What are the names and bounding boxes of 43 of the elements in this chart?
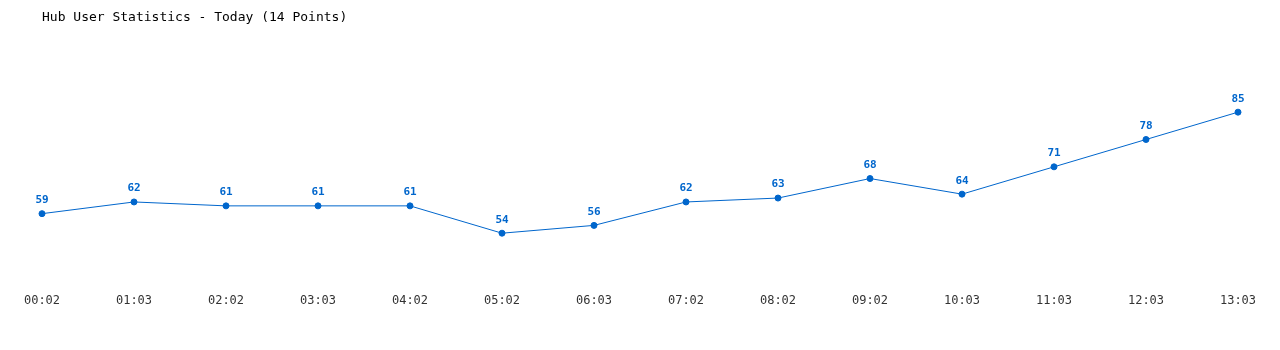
x-tick-label: 05:02: [483, 292, 521, 307]
point: [774, 194, 782, 202]
point: [958, 190, 966, 198]
x-tick-label: 00:02: [23, 292, 61, 307]
data-label: 56: [587, 204, 601, 218]
data-label: 61: [311, 185, 325, 199]
data-label: 61: [403, 185, 417, 199]
data-label: 78: [1139, 118, 1153, 132]
point: [1234, 108, 1242, 116]
point: [590, 221, 598, 229]
point: [498, 229, 506, 237]
x-tick-label: 09:02: [851, 292, 889, 307]
x-tick-label: 10:03: [943, 292, 981, 307]
x-tick-label: 03:03: [299, 292, 337, 307]
data-label: 85: [1231, 91, 1245, 105]
point: [222, 202, 230, 210]
x-tick-label: 06:03: [575, 292, 613, 307]
data-label: 54: [495, 212, 509, 226]
x-tick-label: 02:02: [207, 292, 245, 307]
x-tick-label: 07:02: [667, 292, 705, 307]
data-label: 62: [127, 181, 141, 195]
data-label: 63: [771, 177, 785, 191]
data-label: 59: [35, 193, 49, 207]
x-tick-label: 13:03: [1219, 292, 1257, 307]
point: [866, 175, 874, 183]
point: [1142, 135, 1150, 143]
data-label: 64: [955, 173, 969, 187]
point: [682, 198, 690, 206]
data-label: 62: [679, 181, 693, 195]
x-tick-label: 12:03: [1127, 292, 1165, 307]
point: [406, 202, 414, 210]
data-label: 68: [863, 157, 877, 171]
x-tick-label: 04:02: [391, 292, 429, 307]
data-label: 61: [219, 185, 233, 199]
x-tick-label: 11:03: [1035, 292, 1073, 307]
point: [314, 202, 322, 210]
chart-title: Hub User Statistics - Today (14 Points): [42, 9, 348, 25]
point: [38, 210, 46, 218]
point: [130, 198, 138, 206]
x-tick-label: 01:03: [115, 292, 153, 307]
x-tick-label: 08:02: [759, 292, 797, 307]
data-label: 71: [1047, 146, 1061, 160]
point: [1050, 163, 1058, 171]
